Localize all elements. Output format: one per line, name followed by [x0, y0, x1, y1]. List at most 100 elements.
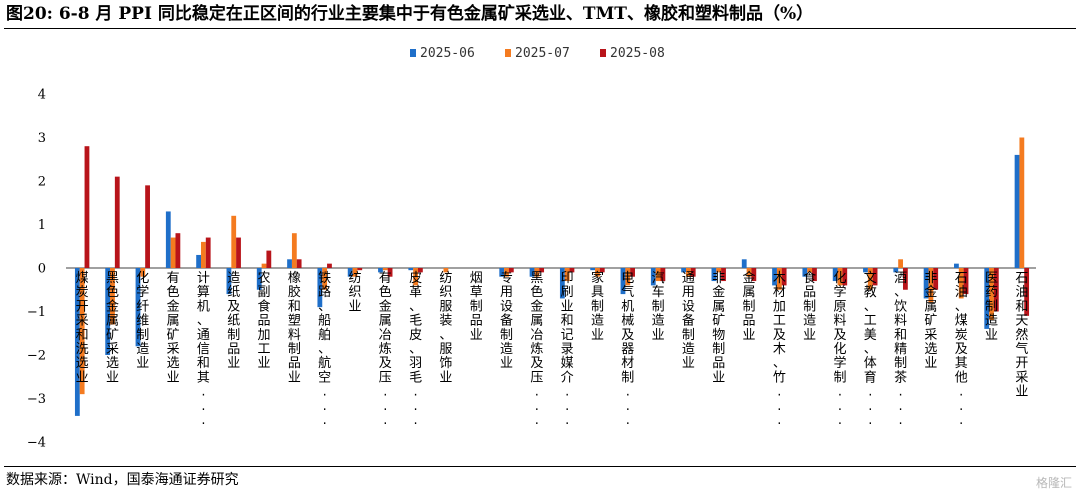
watermark: 格隆汇	[1035, 476, 1072, 490]
bar-2025-06	[499, 268, 505, 277]
category-label: 黑色金属矿采选业	[106, 271, 119, 385]
bars	[74, 137, 1030, 416]
category-label: 农副食品加工业	[258, 271, 271, 371]
bar-2025-08	[751, 268, 757, 282]
bar-2025-07	[595, 268, 600, 277]
category-label: 医药制造业	[985, 271, 998, 343]
bar-2025-06	[863, 268, 868, 273]
bar-2025-07	[989, 268, 994, 321]
bar-2025-07	[504, 268, 509, 277]
bar-2025-06	[105, 268, 111, 355]
bar-chart: 2025-06 2025-07 2025-08 −4 −3 −2 −1 0 1 2 3 4 煤炭开采…	[27, 46, 1036, 451]
bar-2025-07	[1019, 137, 1025, 268]
bar-2025-06	[317, 268, 323, 308]
bar-2025-07	[443, 268, 449, 273]
bar-2025-08	[357, 268, 363, 271]
bar-2025-06	[802, 268, 808, 277]
category-label: 酒、饮料和精制茶...	[894, 271, 907, 428]
bar-2025-08	[781, 268, 787, 286]
bar-2025-06	[1014, 154, 1020, 268]
bar-2025-08	[175, 233, 181, 268]
category-label: 纺织业	[348, 271, 361, 314]
bar-2025-06	[681, 268, 687, 273]
bar-2025-07	[170, 237, 176, 268]
bar-2025-06	[559, 268, 565, 299]
bar-2025-08	[266, 250, 272, 268]
bar-2025-06	[378, 268, 383, 273]
bar-2025-08	[842, 268, 848, 286]
bar-2025-06	[923, 268, 929, 299]
bar-2025-07	[291, 233, 297, 268]
category-label: 通用设备制造业	[682, 271, 695, 371]
legend-label: 2025-08	[610, 46, 665, 61]
bar-2025-07	[231, 215, 237, 268]
bar-2025-07	[686, 268, 691, 277]
category-label: 汽车制造业	[652, 271, 665, 343]
category-label: 石油、煤炭及其他...	[955, 271, 968, 428]
bar-2025-08	[721, 268, 726, 282]
category-label: 有色金属矿采选业	[167, 271, 180, 385]
bar-2025-07	[776, 268, 782, 290]
bar-2025-07	[655, 268, 661, 282]
category-label: 文教、工美、体育...	[864, 271, 877, 428]
bar-2025-06	[741, 259, 747, 268]
bar-2025-08	[539, 268, 545, 273]
title-rule	[4, 28, 1076, 29]
bar-2025-07	[261, 263, 267, 268]
bar-2025-08	[660, 268, 666, 282]
bar-2025-06	[347, 268, 353, 277]
category-label: 非金属矿采选业	[924, 271, 937, 371]
bar-2025-07	[928, 268, 934, 303]
bar-2025-07	[140, 268, 146, 277]
bar-2025-06	[529, 268, 535, 277]
category-label: 印刷业和记录媒介...	[561, 271, 574, 428]
bar-2025-06	[984, 268, 990, 329]
y-tick-label: 4	[38, 88, 46, 103]
bar-2025-06	[165, 211, 171, 268]
bar-2025-07	[837, 268, 843, 286]
bar-2025-06	[287, 259, 292, 268]
bar-2025-06	[256, 268, 262, 290]
y-tick-label: −4	[27, 436, 46, 451]
bar-2025-07	[322, 268, 328, 290]
bar-2025-06	[954, 263, 959, 268]
bar-2025-08	[599, 268, 605, 273]
legend: 2025-06 2025-07 2025-08	[410, 46, 665, 61]
bar-2025-06	[711, 268, 717, 282]
category-label: 金属制品业	[743, 270, 756, 343]
bar-2025-07	[716, 268, 722, 273]
category-label: 烟草制品业	[470, 271, 483, 343]
bar-2025-06	[226, 268, 232, 295]
bar-2025-07	[898, 259, 903, 268]
bar-2025-08	[963, 268, 969, 295]
category-label: 非金属矿物制品业	[712, 271, 725, 385]
bar-2025-07	[867, 268, 873, 290]
bar-2025-07	[534, 268, 540, 277]
bar-2025-07	[413, 268, 418, 286]
bar-2025-08	[630, 268, 635, 277]
bar-2025-08	[690, 268, 696, 277]
bar-2025-08	[569, 268, 575, 273]
bar-2025-07	[807, 268, 813, 273]
bar-2025-06	[135, 268, 141, 347]
bar-2025-07	[746, 268, 752, 277]
y-tick-label: 3	[38, 131, 46, 146]
y-tick-label: 0	[38, 262, 46, 277]
legend-label: 2025-07	[515, 46, 570, 61]
bar-2025-07	[110, 268, 115, 325]
category-label: 计算机、通信和其...	[197, 271, 210, 428]
bar-2025-06	[772, 268, 777, 286]
bar-2025-08	[1024, 268, 1030, 316]
legend-swatch-2025-06	[410, 49, 416, 57]
bar-2025-06	[832, 268, 838, 282]
bar-2025-07	[564, 268, 570, 282]
bar-2025-06	[408, 268, 414, 271]
bar-2025-06	[196, 254, 202, 268]
category-label: 有色金属冶炼及压...	[379, 271, 392, 428]
bar-2025-08	[327, 263, 332, 268]
category-label: 铁路、船舶、航空...	[318, 271, 331, 428]
category-label: 木材加工及木、竹...	[773, 271, 786, 428]
bar-2025-08	[387, 268, 393, 277]
category-label: 纺织服装、服饰业	[439, 271, 452, 385]
legend-swatch-2025-07	[505, 49, 511, 57]
